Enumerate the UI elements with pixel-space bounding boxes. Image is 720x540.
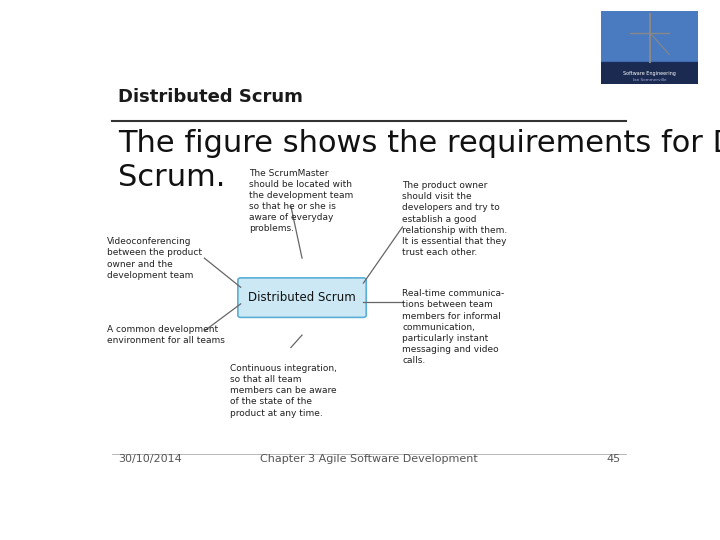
Text: 45: 45 — [606, 454, 620, 464]
Text: Real-time communica-
tions between team
members for informal
communication,
part: Real-time communica- tions between team … — [402, 289, 505, 365]
Text: The product owner
should visit the
developers and try to
establish a good
relati: The product owner should visit the devel… — [402, 181, 508, 257]
Text: The figure shows the requirements for Distributed
Scrum.: The figure shows the requirements for Di… — [118, 129, 720, 192]
Text: Chapter 3 Agile Software Development: Chapter 3 Agile Software Development — [260, 454, 478, 464]
Text: Continuous integration,
so that all team
members can be aware
of the state of th: Continuous integration, so that all team… — [230, 364, 336, 417]
Text: Videoconferencing
between the product
owner and the
development team: Videoconferencing between the product ow… — [107, 238, 202, 280]
Text: A common development
environment for all teams: A common development environment for all… — [107, 325, 225, 345]
Text: Ian Sommerville: Ian Sommerville — [633, 78, 667, 82]
Text: 30/10/2014: 30/10/2014 — [118, 454, 181, 464]
Bar — [601, 63, 698, 84]
FancyBboxPatch shape — [238, 278, 366, 318]
Text: Distributed Scrum: Distributed Scrum — [248, 291, 356, 304]
Text: The ScrumMaster
should be located with
the development team
so that he or she is: The ScrumMaster should be located with t… — [249, 168, 354, 233]
Bar — [601, 11, 698, 62]
Bar — [601, 62, 698, 84]
Text: Distributed Scrum: Distributed Scrum — [118, 87, 303, 106]
Text: Software Engineering: Software Engineering — [624, 71, 676, 76]
